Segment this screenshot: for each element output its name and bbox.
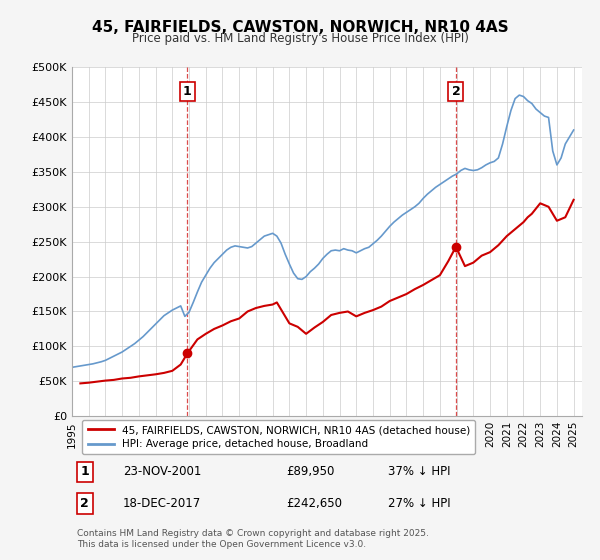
Text: 2: 2 [452,85,460,98]
Legend: 45, FAIRFIELDS, CAWSTON, NORWICH, NR10 4AS (detached house), HPI: Average price,: 45, FAIRFIELDS, CAWSTON, NORWICH, NR10 4… [82,420,475,454]
Text: Contains HM Land Registry data © Crown copyright and database right 2025.
This d: Contains HM Land Registry data © Crown c… [77,529,429,549]
Text: 1: 1 [80,465,89,478]
Text: Price paid vs. HM Land Registry's House Price Index (HPI): Price paid vs. HM Land Registry's House … [131,32,469,45]
Text: £242,650: £242,650 [286,497,342,510]
Text: 18-DEC-2017: 18-DEC-2017 [123,497,201,510]
Text: 2: 2 [80,497,89,510]
Text: 23-NOV-2001: 23-NOV-2001 [123,465,202,478]
Text: £89,950: £89,950 [286,465,335,478]
Text: 37% ↓ HPI: 37% ↓ HPI [388,465,451,478]
Text: 27% ↓ HPI: 27% ↓ HPI [388,497,451,510]
Text: 1: 1 [183,85,192,98]
Text: 45, FAIRFIELDS, CAWSTON, NORWICH, NR10 4AS: 45, FAIRFIELDS, CAWSTON, NORWICH, NR10 4… [92,20,508,35]
